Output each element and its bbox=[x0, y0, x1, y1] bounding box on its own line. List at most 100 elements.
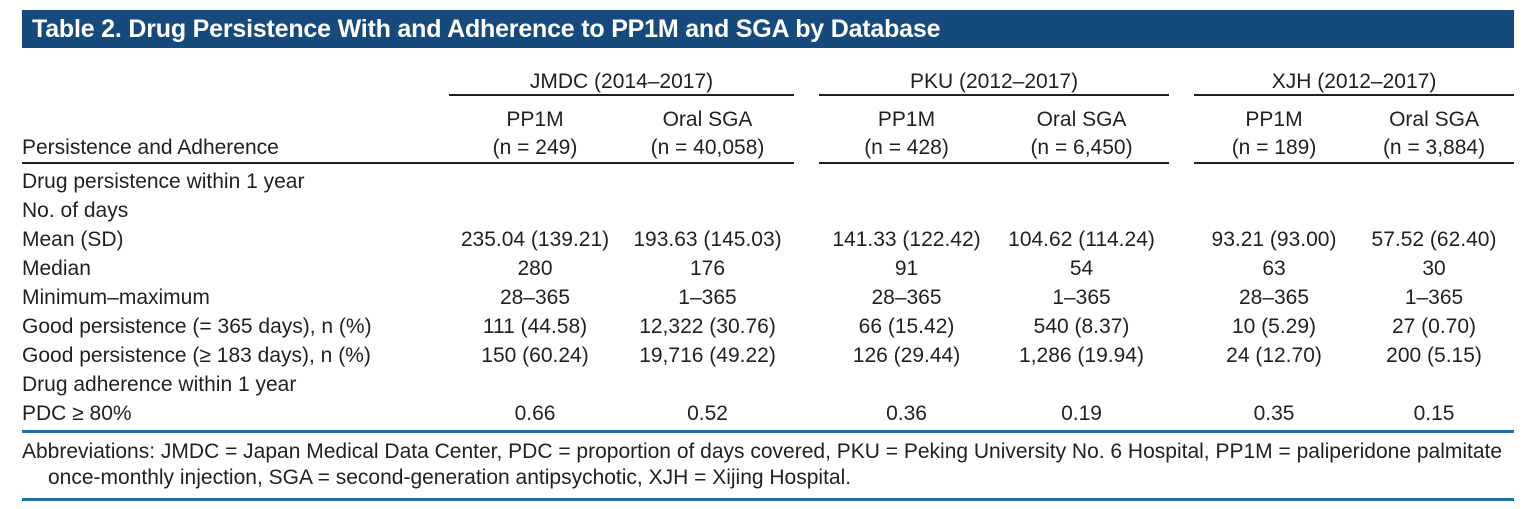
row-label: Drug adherence within 1 year bbox=[22, 373, 297, 396]
table-row-median: Median 280 176 91 54 63 30 bbox=[22, 254, 1514, 283]
drug-label: PP1M bbox=[1245, 108, 1303, 131]
table-row-section-persistence: Drug persistence within 1 year bbox=[22, 163, 1514, 196]
drug-label: Oral SGA bbox=[1389, 108, 1479, 131]
column-gap bbox=[1169, 283, 1194, 312]
cell-value: 24 (12.70) bbox=[1226, 344, 1322, 367]
cell-value bbox=[449, 163, 621, 196]
footnote: Abbreviations: JMDC = Japan Medical Data… bbox=[22, 430, 1514, 501]
cell-value: 57.52 (62.40) bbox=[1371, 228, 1497, 251]
cell-value: 66 (15.42) bbox=[858, 315, 955, 338]
cell-value: 0.19 bbox=[1061, 402, 1102, 425]
col-header-pku-pp1m: PP1M (n = 428) bbox=[819, 95, 995, 164]
cell-value: 176 bbox=[689, 257, 726, 280]
column-gap bbox=[1169, 399, 1194, 428]
row-label: No. of days bbox=[22, 199, 129, 222]
cell-value: 0.36 bbox=[886, 402, 927, 425]
cell-value: 1,286 (19.94) bbox=[1019, 344, 1144, 367]
col-header-jmdc-oral-sga: Oral SGA (n = 40,058) bbox=[621, 95, 795, 164]
group-header-row: Persistence and Adherence JMDC (2014–201… bbox=[22, 58, 1515, 164]
sample-size: (n = 3,884) bbox=[1382, 136, 1486, 159]
cell-value bbox=[1194, 163, 1354, 196]
cell-value bbox=[1194, 370, 1354, 399]
sample-size: (n = 249) bbox=[492, 136, 578, 159]
group-header-pku: PKU (2012–2017) bbox=[819, 58, 1170, 96]
cell-value bbox=[621, 196, 794, 225]
column-gap bbox=[794, 370, 819, 399]
table-row-mean-sd: Mean (SD) 235.04 (139.21) 193.63 (145.03… bbox=[22, 225, 1514, 254]
cell-value: 19,716 (49.22) bbox=[639, 344, 776, 367]
sample-size: (n = 40,058) bbox=[650, 136, 765, 159]
row-label: PDC ≥ 80% bbox=[22, 402, 132, 425]
col-header-xjh-pp1m: PP1M (n = 189) bbox=[1194, 95, 1355, 164]
cell-value: 91 bbox=[894, 257, 919, 280]
cell-value bbox=[1354, 196, 1514, 225]
column-gap bbox=[1169, 312, 1194, 341]
cell-value: 200 (5.15) bbox=[1386, 344, 1482, 367]
table-title-bar: Table 2. Drug Persistence With and Adher… bbox=[22, 10, 1514, 48]
cell-value bbox=[1354, 370, 1514, 399]
cell-value: 111 (44.58) bbox=[482, 315, 588, 338]
sample-size: (n = 189) bbox=[1231, 136, 1317, 159]
cell-value: 93.21 (93.00) bbox=[1211, 228, 1337, 251]
row-label: Mean (SD) bbox=[22, 228, 124, 251]
cell-value bbox=[621, 370, 794, 399]
table-row-no-of-days: No. of days bbox=[22, 196, 1514, 225]
row-label: Good persistence (= 365 days), n (%) bbox=[22, 315, 372, 338]
column-gap bbox=[794, 58, 819, 163]
cell-value: 540 (8.37) bbox=[1033, 315, 1130, 338]
col-header-jmdc-pp1m: PP1M (n = 249) bbox=[449, 95, 621, 164]
cell-value: 28–365 bbox=[499, 286, 571, 309]
column-gap bbox=[794, 312, 819, 341]
cell-value bbox=[819, 370, 994, 399]
abbreviations-text: Abbreviations: JMDC = Japan Medical Data… bbox=[22, 440, 1503, 489]
cell-value: 63 bbox=[1262, 257, 1286, 280]
column-gap bbox=[1169, 225, 1194, 254]
column-gap bbox=[1169, 370, 1194, 399]
cell-value: 30 bbox=[1422, 257, 1446, 280]
cell-value: 150 (60.24) bbox=[481, 344, 589, 367]
cell-value bbox=[819, 196, 994, 225]
table-row-good-persistence-365: Good persistence (= 365 days), n (%) 111… bbox=[22, 312, 1514, 341]
row-label: Drug persistence within 1 year bbox=[22, 170, 305, 193]
drug-label: PP1M bbox=[877, 108, 936, 131]
table-title: Table 2. Drug Persistence With and Adher… bbox=[32, 14, 941, 43]
row-label: Minimum–maximum bbox=[22, 286, 210, 309]
column-gap bbox=[794, 163, 819, 196]
table-row-pdc: PDC ≥ 80% 0.66 0.52 0.36 0.19 0.35 0.15 bbox=[22, 399, 1514, 428]
column-gap bbox=[794, 225, 819, 254]
cell-value: 0.52 bbox=[687, 402, 728, 425]
cell-value: 54 bbox=[1069, 257, 1094, 280]
cell-value bbox=[994, 370, 1169, 399]
cell-value: 1–365 bbox=[1052, 286, 1111, 309]
col-header-pku-oral-sga: Oral SGA (n = 6,450) bbox=[994, 95, 1170, 164]
column-gap bbox=[794, 254, 819, 283]
cell-value bbox=[994, 196, 1169, 225]
cell-value: 280 bbox=[517, 257, 553, 280]
sample-size: (n = 428) bbox=[864, 136, 949, 159]
column-gap bbox=[1169, 196, 1194, 225]
cell-value: 1–365 bbox=[678, 286, 737, 309]
cell-value bbox=[1354, 163, 1514, 196]
subheader-row: PP1M (n = 249) Oral SGA (n = 40,058) PP1… bbox=[22, 95, 1515, 164]
column-gap bbox=[1169, 341, 1194, 370]
table-row-section-adherence: Drug adherence within 1 year bbox=[22, 370, 1514, 399]
cell-value: 104.62 (114.24) bbox=[1008, 228, 1155, 251]
column-gap bbox=[794, 196, 819, 225]
cell-value bbox=[449, 370, 621, 399]
row-header-label: Persistence and Adherence bbox=[22, 58, 449, 164]
cell-value: 10 (5.29) bbox=[1231, 315, 1317, 338]
group-header-jmdc: JMDC (2014–2017) bbox=[449, 58, 795, 96]
data-table: Persistence and Adherence JMDC (2014–201… bbox=[22, 58, 1515, 428]
cell-value bbox=[621, 163, 794, 196]
cell-value: 1–365 bbox=[1404, 286, 1464, 309]
cell-value: 235.04 (139.21) bbox=[460, 228, 610, 251]
drug-label: PP1M bbox=[506, 108, 564, 131]
cell-value: 28–365 bbox=[871, 286, 942, 309]
column-gap bbox=[794, 283, 819, 312]
cell-value: 27 (0.70) bbox=[1391, 315, 1477, 338]
cell-value bbox=[1194, 196, 1354, 225]
col-header-xjh-oral-sga: Oral SGA (n = 3,884) bbox=[1354, 95, 1515, 164]
column-gap bbox=[794, 399, 819, 428]
cell-value: 0.35 bbox=[1253, 402, 1295, 425]
